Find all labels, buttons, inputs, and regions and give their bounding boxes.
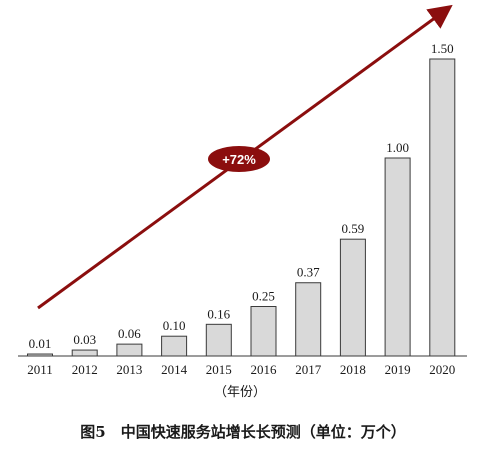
x-tick-label-2019: 2019 — [385, 362, 411, 377]
value-label-2012: 0.03 — [73, 332, 96, 347]
bar-2016 — [250, 306, 277, 357]
x-axis-label: （年份） — [214, 385, 266, 400]
bar-2018 — [339, 238, 366, 357]
value-label-2020: 1.50 — [431, 41, 454, 56]
x-tick-label-2016: 2016 — [251, 362, 278, 377]
value-label-2014: 0.10 — [163, 318, 186, 333]
growth-badge-shape — [208, 146, 270, 172]
x-tick-label-2012: 2012 — [72, 362, 98, 377]
bar-2019 — [384, 157, 411, 357]
bar-2015 — [205, 323, 232, 357]
value-label-2016: 0.25 — [252, 289, 275, 304]
growth-badge: +72% — [208, 146, 270, 172]
value-label-2018: 0.59 — [342, 221, 365, 236]
x-tick-label-2017: 2017 — [295, 362, 322, 377]
growth-badge-label: +72% — [222, 152, 256, 167]
bar-2020 — [429, 58, 456, 357]
value-label-2011: 0.01 — [29, 336, 52, 351]
x-tick-label-2013: 2013 — [116, 362, 142, 377]
value-label-2015: 0.16 — [207, 306, 230, 321]
x-tick-label-2014: 2014 — [161, 362, 188, 377]
bar-2013 — [116, 343, 143, 357]
value-label-2017: 0.37 — [297, 265, 320, 280]
bar-2017 — [295, 282, 322, 357]
bars-group — [27, 58, 456, 357]
x-tick-label-2015: 2015 — [206, 362, 232, 377]
x-tick-labels-group: 2011 2012 2013 2014 2015 2016 2017 2018 2019 2020 — [27, 362, 455, 377]
bar-2014 — [161, 335, 188, 357]
x-tick-label-2020: 2020 — [429, 362, 455, 377]
value-label-2019: 1.00 — [386, 140, 409, 155]
figure-caption: 图5 中国快速服务站增长长预测（单位：万个） — [80, 423, 405, 441]
value-labels-group: 0.01 0.03 0.06 0.10 0.16 0.25 0.37 0.59 1.00 1.50 — [29, 41, 454, 351]
bar-2012 — [71, 349, 98, 357]
x-tick-label-2011: 2011 — [27, 362, 53, 377]
x-tick-label-2018: 2018 — [340, 362, 366, 377]
value-label-2013: 0.06 — [118, 326, 141, 341]
